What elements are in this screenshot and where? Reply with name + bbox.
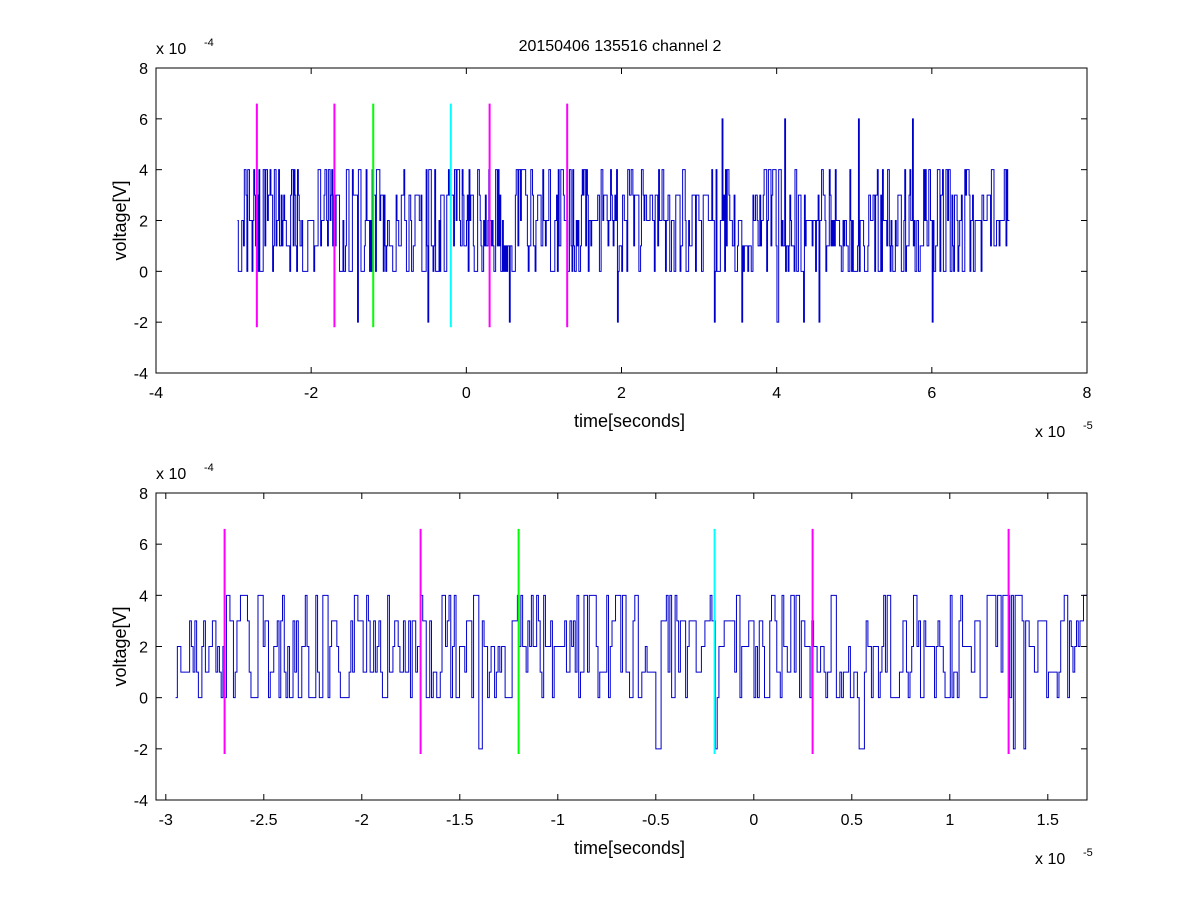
y-axis-label: voltage[V] bbox=[110, 180, 130, 260]
x-tick-label: 1 bbox=[945, 812, 954, 829]
y-tick-label: -2 bbox=[134, 742, 148, 759]
bottom-plot: -3 -2.5 -2 -1.5 -1 -0.5 0 0.5 1 1.5 -4 -2 0 2 4 6 8 time[… bbox=[110, 462, 1093, 868]
y-exponent-label: x 10 bbox=[156, 41, 186, 58]
x-tick-label: 2 bbox=[617, 385, 626, 402]
y-tick-label: -4 bbox=[134, 366, 148, 383]
x-exponent: -5 bbox=[1083, 847, 1093, 859]
x-tick-label: -2 bbox=[304, 385, 318, 402]
y-exponent: -4 bbox=[204, 462, 214, 474]
top-plot: -4 -2 0 2 4 6 8 -4 -2 0 2 4 6 8 time[seconds] voltage[V… bbox=[110, 37, 1093, 441]
y-tick-label: 4 bbox=[139, 588, 148, 605]
y-exponent-label: x 10 bbox=[156, 466, 186, 483]
y-tick-label: 6 bbox=[139, 537, 148, 554]
y-tick-label: 2 bbox=[139, 640, 148, 657]
x-exponent: -5 bbox=[1083, 420, 1093, 432]
y-tick-label: 8 bbox=[139, 61, 148, 78]
x-axis-label: time[seconds] bbox=[574, 411, 685, 431]
voltage-trace bbox=[175, 594, 1087, 750]
y-tick-label: -2 bbox=[134, 315, 148, 332]
x-tick-label: 4 bbox=[772, 385, 781, 402]
y-exponent: -4 bbox=[204, 37, 214, 49]
x-tick-label: -2.5 bbox=[250, 812, 278, 829]
y-tick-label: 0 bbox=[139, 264, 148, 281]
x-exponent-label: x 10 bbox=[1035, 424, 1065, 441]
y-axis-label: voltage[V] bbox=[110, 606, 130, 686]
y-tick-label: -4 bbox=[134, 793, 148, 810]
axes-box bbox=[155, 492, 1088, 801]
y-tick-label: 0 bbox=[139, 691, 148, 708]
y-tick-label: 8 bbox=[139, 486, 148, 503]
x-tick-label: 6 bbox=[927, 385, 936, 402]
x-tick-label: -4 bbox=[149, 385, 163, 402]
x-tick-label: 1.5 bbox=[1037, 812, 1059, 829]
y-tick-label: 4 bbox=[139, 163, 148, 180]
x-tick-label: -0.5 bbox=[642, 812, 670, 829]
x-tick-label: -1.5 bbox=[446, 812, 474, 829]
x-tick-label: 0 bbox=[749, 812, 758, 829]
figure-title: 20150406 135516 channel 2 bbox=[519, 38, 722, 55]
x-tick-label: 0.5 bbox=[841, 812, 863, 829]
x-tick-label: 0 bbox=[462, 385, 471, 402]
x-tick-label: -1 bbox=[551, 812, 565, 829]
y-tick-label: 2 bbox=[139, 214, 148, 231]
x-tick-label: 8 bbox=[1083, 385, 1092, 402]
x-tick-label: -3 bbox=[159, 812, 173, 829]
x-tick-label: -2 bbox=[355, 812, 369, 829]
y-tick-label: 6 bbox=[139, 112, 148, 129]
voltage-trace bbox=[237, 118, 1010, 323]
x-exponent-label: x 10 bbox=[1035, 851, 1065, 868]
x-axis-label: time[seconds] bbox=[574, 838, 685, 858]
